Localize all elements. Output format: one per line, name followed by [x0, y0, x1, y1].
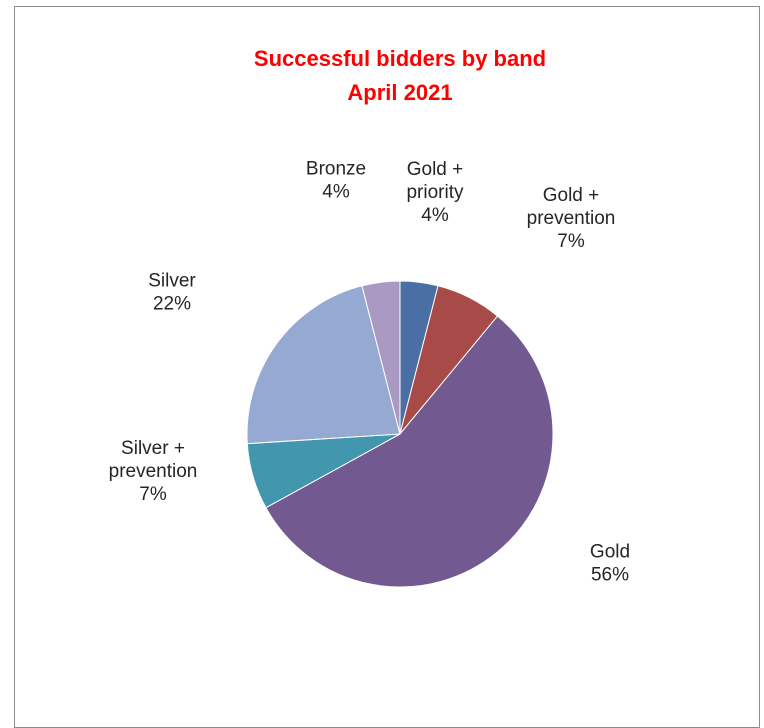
slice-percent-label: 56% — [591, 565, 629, 586]
chart-subtitle: April 2021 — [347, 80, 453, 105]
slice-label-1: Gold + prevention 7% — [527, 185, 616, 252]
slice-label-2: Gold 56% — [590, 542, 630, 586]
pie-slice-4 — [246, 285, 401, 445]
slice-name-label: prevention — [527, 208, 616, 229]
slice-name-label: Gold + — [407, 159, 464, 180]
slice-name-label: Silver + — [121, 438, 185, 459]
slice-name-label: Silver — [148, 271, 196, 292]
chart-title: Successful bidders by band — [253, 46, 547, 71]
pie-slice-5 — [361, 280, 401, 435]
slice-name-label: Bronze — [306, 159, 366, 180]
slice-label-4: Silver 22% — [148, 271, 196, 315]
slice-percent-label: 7% — [139, 484, 167, 505]
slice-percent-label: 22% — [153, 294, 191, 315]
slice-label-3: Silver + prevention 7% — [109, 438, 198, 505]
slice-percent-label: 4% — [322, 182, 350, 203]
slice-name-label: Gold — [590, 542, 630, 563]
slice-label-0: Gold + priority 4% — [406, 159, 464, 226]
slice-label-5: Bronze 4% — [306, 159, 366, 203]
slice-name-label: priority — [406, 182, 464, 203]
slice-percent-label: 7% — [557, 231, 585, 252]
slice-percent-label: 4% — [421, 205, 449, 226]
slice-name-label: Gold + — [543, 185, 600, 206]
pie-slice-2 — [265, 315, 554, 588]
slice-name-label: prevention — [109, 461, 198, 482]
